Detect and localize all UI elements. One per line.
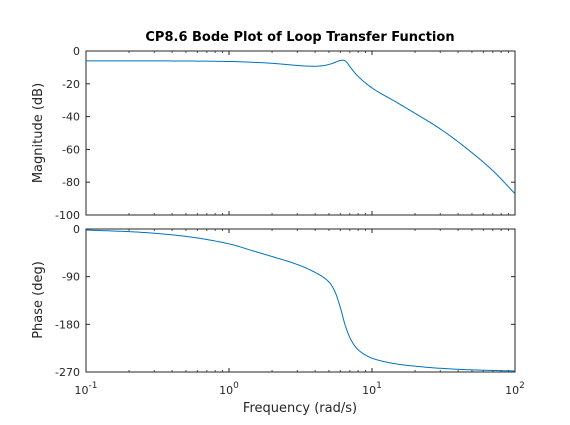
magnitude-axes-box — [85, 50, 516, 216]
phase-axes: 0 -90 -180 -270 — [55, 223, 516, 379]
phase-series-line — [85, 229, 516, 372]
magnitude-axes: 0 -20 -40 -60 -80 -100 — [55, 45, 516, 222]
xtick-label: 10-1 — [75, 381, 98, 397]
phase-ytick-label: -270 — [55, 366, 80, 379]
phase-ytick-label: 0 — [73, 223, 80, 236]
magnitude-ytick-label: -80 — [62, 176, 80, 189]
magnitude-ytick-label: 0 — [73, 45, 80, 58]
magnitude-ylabel: Magnitude (dB) — [31, 83, 46, 183]
phase-plot-area — [86, 229, 515, 372]
phase-ylabel: Phase (deg) — [31, 261, 46, 339]
magnitude-ytick-label: -20 — [62, 78, 80, 91]
xtick-label: 101 — [362, 381, 382, 397]
x-axis-label: Frequency (rad/s) — [243, 401, 357, 416]
magnitude-ytick-label: -100 — [55, 209, 80, 222]
xtick-label: 102 — [505, 381, 525, 397]
magnitude-plot-area — [86, 51, 515, 215]
magnitude-ytick-label: -40 — [62, 111, 80, 124]
phase-ytick-label: -180 — [55, 318, 80, 331]
phase-ytick-label: -90 — [62, 271, 80, 284]
magnitude-series-line — [86, 59, 516, 195]
magnitude-ytick-label: -60 — [62, 143, 80, 156]
phase-axes-box — [85, 228, 516, 373]
xtick-label: 100 — [219, 381, 239, 397]
chart-title: CP8.6 Bode Plot of Loop Transfer Functio… — [145, 30, 454, 45]
x-axis-tick-labels: 10-1 100 101 102 — [75, 381, 525, 397]
